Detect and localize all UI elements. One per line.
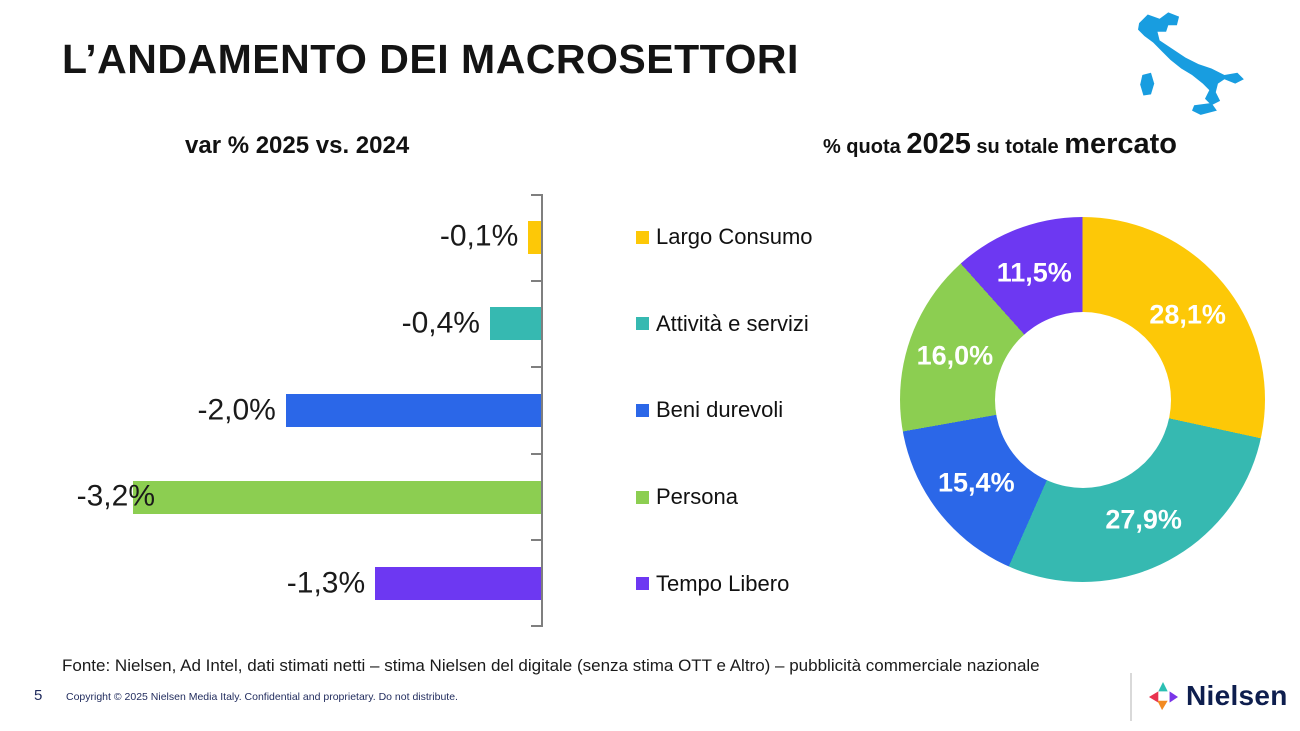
footer-divider — [1130, 673, 1132, 721]
legend-label: Attività e servizi — [656, 310, 809, 336]
donut-chart: 28,1% 27,9% 15,4% 16,0% 11,5% — [900, 217, 1265, 582]
bar-2 — [489, 307, 541, 341]
legend-swatch-icon — [636, 403, 649, 417]
legend-item: Largo Consumo — [636, 194, 846, 281]
donut-hole — [994, 311, 1171, 488]
donut-value-label: 15,4% — [938, 467, 1015, 498]
axis-tick — [531, 194, 541, 196]
bar-5 — [375, 567, 541, 601]
donut-value-label: 28,1% — [1149, 299, 1226, 330]
legend-item: Tempo Libero — [636, 540, 846, 627]
legend-label: Beni durevoli — [656, 397, 784, 423]
legend-label: Largo Consumo — [656, 224, 813, 250]
slide-number: 5 — [34, 687, 43, 704]
bar-value-label: -2,0% — [197, 392, 276, 426]
donut-title-segment: mercato — [1064, 128, 1178, 160]
axis-tick — [531, 539, 541, 542]
legend-swatch-icon — [636, 317, 649, 331]
axis-tick — [531, 366, 541, 369]
axis-tick — [531, 279, 541, 282]
bar-chart: -0,1% -0,4% -2,0% -3,2% -1,3% — [60, 194, 543, 627]
donut-value-label: 11,5% — [996, 257, 1072, 288]
donut-title-segment: % quota — [822, 136, 907, 158]
legend-label: Persona — [656, 484, 738, 510]
axis-tick — [531, 452, 541, 455]
chart-legend: Largo Consumo Attività e servizi Beni dure… — [636, 194, 846, 627]
italy-map-icon — [1138, 12, 1244, 115]
legend-item: Persona — [636, 454, 846, 541]
legend-item: Beni durevoli — [636, 367, 846, 454]
bar-3 — [285, 394, 541, 427]
bar-1 — [528, 220, 541, 254]
nielsen-logo-text: Nielsen — [1186, 680, 1288, 711]
copyright-note: Copyright © 2025 Nielsen Media Italy. Co… — [66, 691, 458, 703]
bar-4 — [132, 480, 541, 514]
bar-value-label: -1,3% — [286, 566, 366, 600]
legend-swatch-icon — [636, 577, 649, 591]
page-title: L’ANDAMENTO DEI MACROSETTORI — [62, 36, 799, 82]
axis-tick — [531, 625, 541, 627]
nielsen-logo-icon — [1148, 681, 1178, 711]
donut-title-segment: su totale — [970, 136, 1065, 158]
legend-item: Attività e servizi — [636, 281, 846, 368]
donut-chart-title: % quota 2025 su totale mercato — [780, 128, 1220, 161]
bar-chart-title: var % 2025 vs. 2024 — [185, 132, 410, 159]
bar-value-label: -0,4% — [401, 306, 480, 340]
donut-value-label: 27,9% — [1105, 504, 1182, 535]
bar-value-label: -0,1% — [439, 219, 519, 253]
donut-title-segment: 2025 — [906, 128, 971, 160]
legend-label: Tempo Libero — [656, 570, 790, 596]
source-note: Fonte: Nielsen, Ad Intel, dati stimati n… — [62, 656, 1040, 675]
nielsen-logo: Nielsen — [1146, 680, 1288, 712]
legend-swatch-icon — [636, 490, 649, 504]
donut-value-label: 16,0% — [916, 340, 994, 370]
legend-swatch-icon — [636, 230, 649, 244]
bar-value-label: -3,2% — [76, 479, 155, 513]
